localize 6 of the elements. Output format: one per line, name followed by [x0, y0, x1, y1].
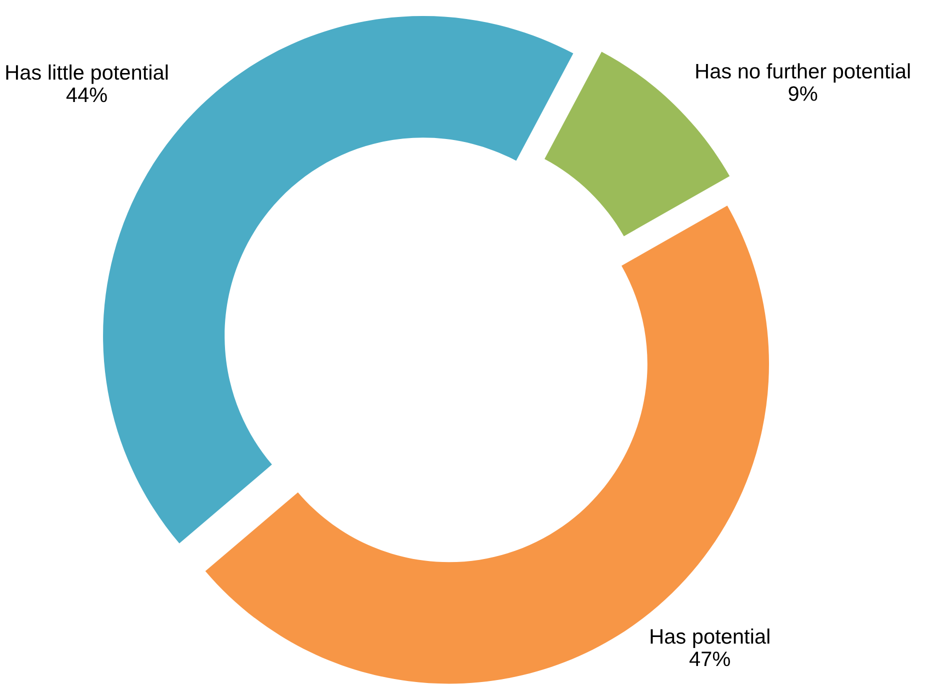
data-label: 9% [788, 86, 818, 101]
data-label: 44% [66, 88, 107, 102]
data-label: 47% [690, 652, 730, 666]
slice-label: Has potential [650, 628, 770, 648]
slice-label: Has little potential [6, 64, 168, 84]
slice-label: Has no further potential [696, 63, 910, 83]
